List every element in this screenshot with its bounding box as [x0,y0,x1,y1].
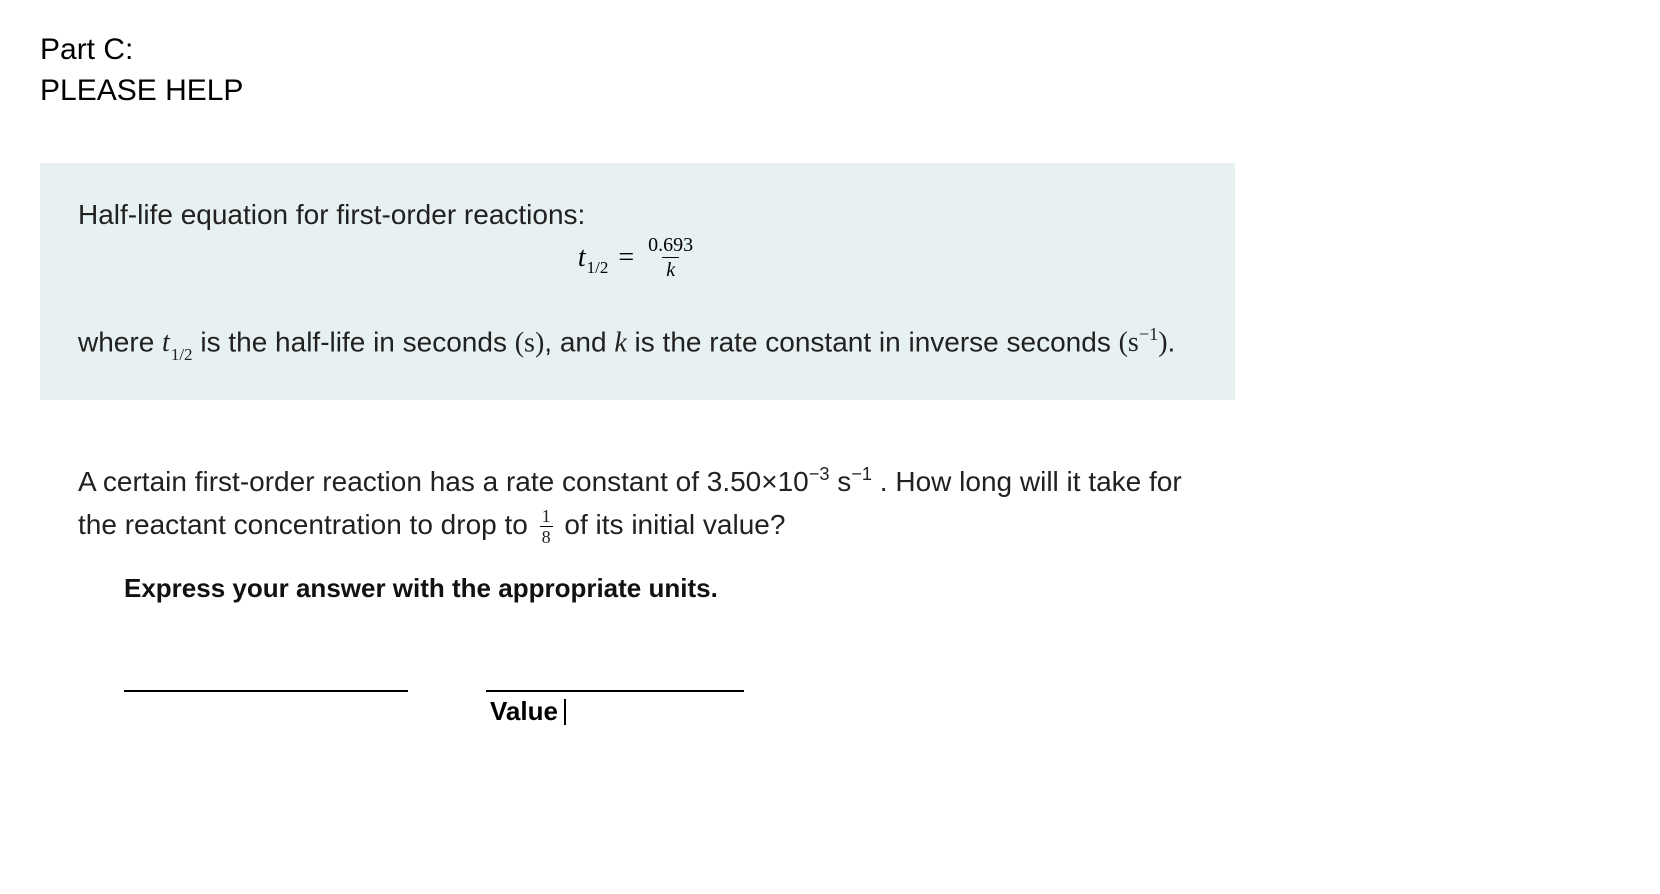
part-label: Part C: [40,30,1620,71]
one-eighth-fraction: 18 [540,506,553,547]
question-text-part: A certain first-order reaction has a rat… [78,466,809,497]
page-root: Part C: PLEASE HELP Half-life equation f… [0,0,1660,732]
question-text: A certain first-order reaction has a rat… [78,460,1197,548]
k-symbol: k [614,327,626,358]
t-half-symbol: t1/2 [578,242,609,274]
desc-text: , and [544,326,614,357]
question-text-part: the reactant concentration to drop to [78,509,536,540]
unit-inverse-seconds: (s−1) [1119,327,1168,358]
info-box-title: Half-life equation for first-order react… [78,199,1197,231]
help-plea: PLEASE HELP [40,71,1620,112]
seconds-exponent: −1 [851,464,872,484]
answer-input-row: Value [124,690,1197,692]
half-life-info-box: Half-life equation for first-order react… [40,163,1235,400]
desc-text: where [78,326,162,357]
rate-constant-exponent: −3 [809,464,830,484]
half-life-equation: t1/2 = 0.693 k [78,233,1197,282]
answer-area: Express your answer with the appropriate… [78,573,1197,692]
fraction-numerator: 0.693 [644,233,697,257]
value-input-label: Value [490,696,566,727]
text-cursor-icon [564,699,566,725]
equation-fraction: 0.693 k [644,233,697,282]
answer-instruction: Express your answer with the appropriate… [124,573,1197,604]
value-input-slot[interactable]: Value [486,690,744,692]
info-box-description: where t1/2 is the half-life in seconds (… [78,322,1197,364]
desc-text: . [1168,326,1176,357]
unit-seconds: (s) [515,327,545,358]
t-half-symbol-inline: t1/2 [162,323,193,364]
question-text-part: . How long will it take for [872,466,1182,497]
desc-text: is the rate constant in inverse seconds [627,326,1119,357]
equals-sign: = [618,242,634,274]
question-text-part: of its initial value? [557,509,786,540]
fraction-denominator: k [662,257,679,282]
units-input-slot[interactable] [124,690,408,692]
question-block: A certain first-order reaction has a rat… [40,460,1235,693]
desc-text: is the half-life in seconds [193,326,515,357]
question-text-part: s [830,466,852,497]
